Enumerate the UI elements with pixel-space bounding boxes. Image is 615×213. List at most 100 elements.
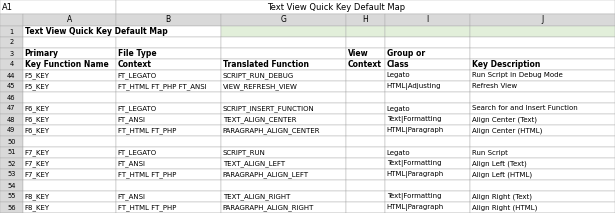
Bar [0,92,23,103]
Bar [469,180,615,191]
Text: TEXT_ALIGN_CENTER: TEXT_ALIGN_CENTER [223,116,296,123]
Bar [23,158,116,169]
Bar [0,180,23,191]
Bar [346,48,384,59]
Bar [469,70,615,81]
Bar [346,26,384,37]
Text: Text View Quick Key Default Map: Text View Quick Key Default Map [268,3,405,12]
Bar [0,202,23,213]
Bar [469,158,615,169]
Bar [384,202,469,213]
Bar [384,59,469,70]
Text: FT_ANSI: FT_ANSI [117,193,146,200]
Bar [0,59,23,70]
Bar [116,191,221,202]
Text: Translated Function: Translated Function [223,60,309,69]
Bar [221,180,346,191]
Bar [23,48,116,59]
Bar [221,92,346,103]
Bar [384,114,469,125]
Text: FT_HTML FT_PHP: FT_HTML FT_PHP [117,171,176,178]
Text: Key Function Name: Key Function Name [25,60,108,69]
Text: A: A [66,16,72,24]
Bar [469,202,615,213]
Text: Align Right (HTML): Align Right (HTML) [472,204,537,211]
Text: Align Left (Text): Align Left (Text) [472,160,526,167]
Text: View: View [348,49,368,58]
Text: 48: 48 [7,117,15,122]
Text: PARAGRAPH_ALIGN_LEFT: PARAGRAPH_ALIGN_LEFT [223,171,309,178]
Bar [116,136,221,147]
Bar [384,70,469,81]
Bar [116,48,221,59]
Bar [23,59,116,70]
Bar [116,125,221,136]
Text: Align Left (HTML): Align Left (HTML) [472,171,531,178]
Text: Group or: Group or [387,49,425,58]
Text: 3: 3 [9,50,14,56]
Bar [0,37,23,48]
Text: Context: Context [348,60,382,69]
Text: PARAGRAPH_ALIGN_RIGHT: PARAGRAPH_ALIGN_RIGHT [223,204,314,211]
Bar [346,147,384,158]
Bar [221,37,346,48]
Bar [0,136,23,147]
Text: H: H [362,16,368,24]
Bar [469,114,615,125]
Text: Search for and Insert Function: Search for and Insert Function [472,105,577,111]
Text: F8_KEY: F8_KEY [25,193,50,200]
Text: 51: 51 [7,150,15,155]
Text: VIEW_REFRESH_VIEW: VIEW_REFRESH_VIEW [223,83,298,90]
Bar [469,48,615,59]
Bar [116,158,221,169]
Text: A1: A1 [2,3,13,12]
Bar [384,37,469,48]
Text: I: I [426,16,428,24]
Text: 46: 46 [7,95,15,101]
Bar [0,26,23,37]
Bar [0,70,23,81]
Text: SCRIPT_RUN: SCRIPT_RUN [223,149,266,156]
Bar [384,136,469,147]
Bar [116,103,221,114]
Bar [384,48,469,59]
Bar [221,125,346,136]
Bar [221,70,346,81]
Bar [0,48,23,59]
Text: Align Center (Text): Align Center (Text) [472,116,536,123]
Text: F7_KEY: F7_KEY [25,160,50,167]
Bar [346,125,384,136]
Bar [221,136,346,147]
Text: Run Script in Debug Mode: Run Script in Debug Mode [472,72,562,79]
Bar [23,103,116,114]
Text: 54: 54 [7,183,15,189]
Text: FT_LEGATO: FT_LEGATO [117,72,157,79]
Text: SCRIPT_RUN_DEBUG: SCRIPT_RUN_DEBUG [223,72,294,79]
Bar [116,0,615,14]
Bar [384,81,469,92]
Bar [23,81,116,92]
Text: 49: 49 [7,128,15,134]
Bar [23,26,221,37]
Bar [469,26,615,37]
Bar [346,14,384,26]
Bar [384,92,469,103]
Text: HTML|Paragraph: HTML|Paragraph [387,204,444,211]
Bar [469,37,615,48]
Text: TEXT_ALIGN_RIGHT: TEXT_ALIGN_RIGHT [223,193,290,200]
Bar [346,158,384,169]
Text: F7_KEY: F7_KEY [25,171,50,178]
Text: B: B [165,16,170,24]
Bar [221,59,346,70]
Bar [116,70,221,81]
Bar [384,14,469,26]
Bar [221,48,346,59]
Bar [346,59,384,70]
Text: F6_KEY: F6_KEY [25,127,50,134]
Bar [469,59,615,70]
Text: Align Center (HTML): Align Center (HTML) [472,127,542,134]
Bar [0,147,23,158]
Bar [346,191,384,202]
Text: HTML|Adjusting: HTML|Adjusting [387,83,441,90]
Bar [384,147,469,158]
